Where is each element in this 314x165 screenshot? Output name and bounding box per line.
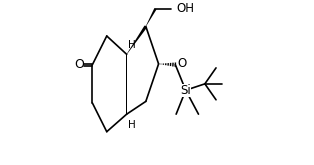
Polygon shape: [127, 26, 147, 54]
Text: H: H: [128, 119, 136, 130]
Polygon shape: [146, 8, 156, 27]
Text: H: H: [128, 40, 136, 50]
Polygon shape: [126, 54, 127, 114]
Text: O: O: [74, 58, 84, 71]
Text: Si: Si: [180, 84, 191, 97]
Text: OH: OH: [176, 2, 194, 15]
Text: O: O: [177, 57, 186, 70]
